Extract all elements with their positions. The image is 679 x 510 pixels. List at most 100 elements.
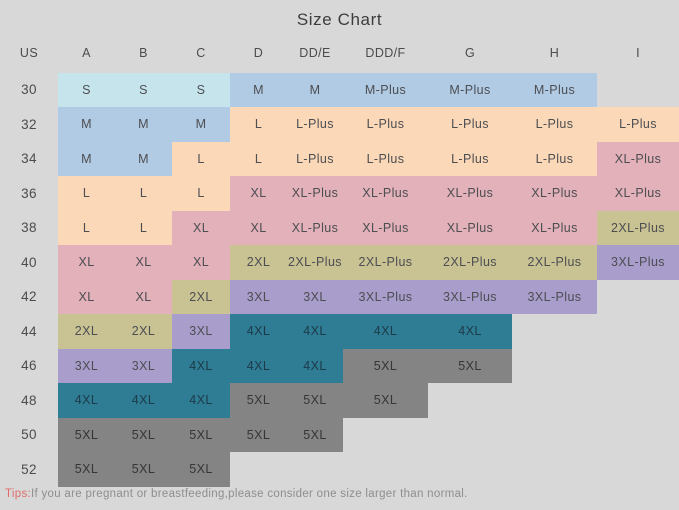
size-cell: XL	[172, 210, 230, 245]
row-label: 30	[21, 82, 37, 98]
size-cell: L-Plus	[343, 141, 428, 176]
size-cell: S	[58, 72, 115, 107]
size-cell: L	[230, 107, 287, 142]
size-cell: L-Plus	[428, 141, 512, 176]
row-label: 48	[21, 392, 37, 408]
row-label: 44	[21, 323, 37, 339]
size-cell: M	[115, 107, 172, 142]
size-cell: L	[172, 141, 230, 176]
size-cell: M	[115, 141, 172, 176]
size-cell: 3XL	[287, 279, 343, 314]
size-cell: 3XL-Plus	[428, 279, 512, 314]
size-cell: XL	[230, 210, 287, 245]
size-cell: XL	[172, 245, 230, 280]
size-cell: XL	[115, 279, 172, 314]
column-header: A	[82, 46, 91, 60]
size-cell	[343, 418, 428, 453]
size-cell: M-Plus	[512, 72, 597, 107]
size-cell: 4XL	[287, 348, 343, 383]
size-cell: XL-Plus	[428, 176, 512, 211]
size-cell: 5XL	[58, 417, 115, 452]
row-label: 34	[21, 151, 37, 167]
size-cell: 2XL	[115, 314, 172, 349]
size-cell: XL	[115, 245, 172, 280]
size-cell: 2XL-Plus	[428, 245, 512, 280]
size-cell: 4XL	[230, 348, 287, 383]
size-cell: L	[58, 210, 115, 245]
size-cell: 4XL	[115, 383, 172, 418]
size-cell: L	[115, 210, 172, 245]
size-cell: 4XL	[343, 314, 428, 349]
size-cell: 2XL-Plus	[597, 210, 679, 245]
size-cell: 2XL	[172, 279, 230, 314]
size-cell: 5XL	[343, 348, 428, 383]
size-cell: XL-Plus	[343, 210, 428, 245]
column-header: DDD/F	[365, 46, 406, 60]
column-header-us: US	[19, 46, 39, 60]
size-cell: 5XL	[58, 452, 115, 487]
size-cell: M-Plus	[428, 72, 512, 107]
size-cell: XL-Plus	[597, 141, 679, 176]
size-cell: 4XL	[58, 383, 115, 418]
size-cell	[512, 418, 597, 453]
size-cell: L	[230, 141, 287, 176]
size-cell: 3XL-Plus	[512, 279, 597, 314]
column-header: C	[196, 46, 206, 60]
size-cell: 5XL	[287, 383, 343, 418]
size-cell: S	[172, 72, 230, 107]
size-cell	[597, 452, 679, 487]
size-cell: 5XL	[230, 383, 287, 418]
size-cell: XL-Plus	[512, 210, 597, 245]
size-cell	[428, 383, 512, 418]
size-cell: 3XL	[172, 314, 230, 349]
tips-label: Tips:	[5, 488, 31, 500]
column-header: DD/E	[299, 46, 331, 60]
column-header: I	[636, 46, 640, 60]
row-label: 42	[21, 289, 37, 305]
size-cell: L-Plus	[287, 107, 343, 142]
column-header: B	[139, 46, 148, 60]
size-cell: 2XL	[58, 314, 115, 349]
size-chart-table: US A B C D DD/E DDD/F G H I 30 S S S M M M-Plus M-Plus M-P…	[0, 38, 679, 487]
size-cell: 5XL	[230, 417, 287, 452]
row-label: 50	[21, 427, 37, 443]
size-cell: 2XL-Plus	[343, 245, 428, 280]
size-cell: 5XL	[172, 452, 230, 487]
size-cell: 3XL	[115, 348, 172, 383]
size-cell: 2XL-Plus	[287, 245, 343, 280]
size-cell: L-Plus	[343, 107, 428, 142]
tips-text: If you are pregnant or breastfeeding,ple…	[31, 488, 468, 500]
size-cell: 3XL	[230, 279, 287, 314]
size-cell	[512, 314, 597, 349]
size-cell: L	[172, 176, 230, 211]
size-cell: 3XL-Plus	[597, 245, 679, 280]
size-cell	[597, 383, 679, 418]
row-label: 38	[21, 220, 37, 236]
size-cell: M	[172, 107, 230, 142]
row-label: 40	[21, 254, 37, 270]
size-cell: L	[58, 176, 115, 211]
size-cell	[343, 452, 428, 487]
size-cell: L-Plus	[428, 107, 512, 142]
size-cell: 4XL	[428, 314, 512, 349]
size-cell: 3XL-Plus	[343, 279, 428, 314]
size-cell	[428, 452, 512, 487]
page-title: Size Chart	[296, 10, 383, 29]
size-cell: XL	[58, 245, 115, 280]
size-cell: M-Plus	[343, 72, 428, 107]
size-cell	[512, 452, 597, 487]
size-cell: XL	[230, 176, 287, 211]
size-cell: M	[287, 72, 343, 107]
size-cell: M	[58, 141, 115, 176]
row-label: 36	[21, 185, 37, 201]
size-cell: 5XL	[172, 417, 230, 452]
size-cell	[512, 349, 597, 384]
row-label: 32	[21, 116, 37, 132]
size-cell: XL-Plus	[428, 210, 512, 245]
size-cell: 4XL	[287, 314, 343, 349]
size-cell: XL-Plus	[287, 176, 343, 211]
size-cell: XL-Plus	[597, 176, 679, 211]
size-cell: L-Plus	[512, 141, 597, 176]
size-cell	[512, 383, 597, 418]
